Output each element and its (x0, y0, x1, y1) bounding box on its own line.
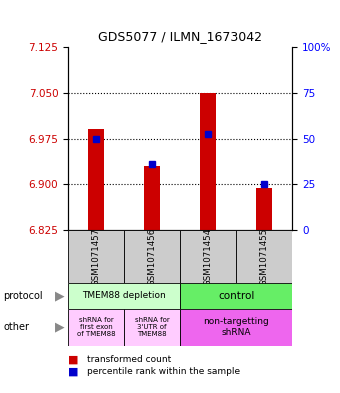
Text: GSM1071455: GSM1071455 (260, 227, 269, 286)
Text: transformed count: transformed count (87, 355, 171, 364)
Text: ▶: ▶ (55, 289, 64, 302)
Text: control: control (218, 291, 254, 301)
Text: percentile rank within the sample: percentile rank within the sample (87, 367, 240, 376)
Bar (68, 230, 124, 283)
Text: GSM1071454: GSM1071454 (204, 227, 213, 286)
Text: shRNA for
3'UTR of
TMEM88: shRNA for 3'UTR of TMEM88 (135, 317, 170, 337)
Bar (88, 129, 104, 230)
Text: non-targetting
shRNA: non-targetting shRNA (203, 318, 269, 337)
Text: ■: ■ (68, 366, 79, 376)
Text: shRNA for
first exon
of TMEM88: shRNA for first exon of TMEM88 (77, 317, 115, 337)
Bar (68, 309, 124, 346)
Bar (180, 283, 292, 309)
Text: other: other (3, 322, 29, 332)
Bar (124, 230, 180, 283)
Bar (180, 309, 292, 346)
Bar (124, 309, 180, 346)
Text: GSM1071456: GSM1071456 (148, 227, 157, 286)
Text: ▶: ▶ (55, 321, 64, 334)
Bar (68, 283, 180, 309)
Text: TMEM88 depletion: TMEM88 depletion (82, 291, 166, 300)
Bar (236, 230, 292, 283)
Bar (144, 166, 160, 230)
Bar (200, 93, 216, 230)
Text: GSM1071457: GSM1071457 (91, 227, 101, 286)
Text: ■: ■ (68, 354, 79, 365)
Title: GDS5077 / ILMN_1673042: GDS5077 / ILMN_1673042 (98, 30, 262, 43)
Bar (256, 189, 272, 230)
Text: protocol: protocol (3, 291, 43, 301)
Bar (180, 230, 236, 283)
